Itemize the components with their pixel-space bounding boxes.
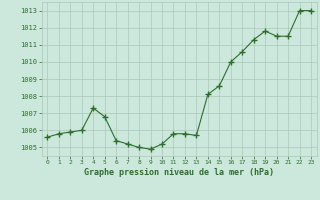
X-axis label: Graphe pression niveau de la mer (hPa): Graphe pression niveau de la mer (hPa) [84,168,274,177]
